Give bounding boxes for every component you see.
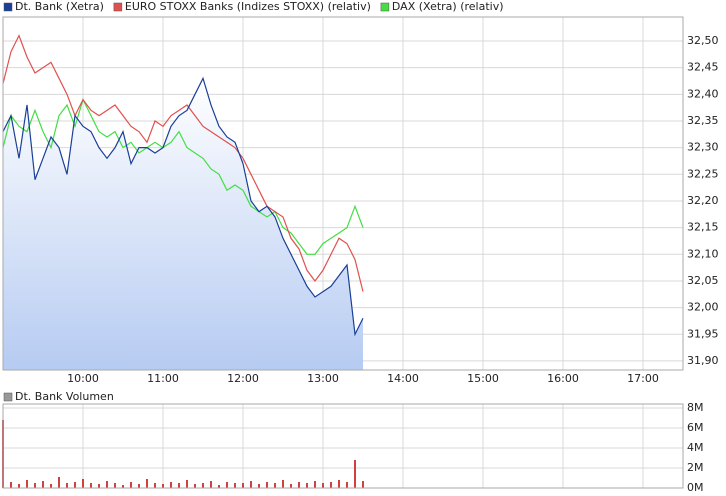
bar xyxy=(122,485,124,488)
x-tick-label: 16:00 xyxy=(547,372,579,385)
bar xyxy=(178,483,180,488)
legend-label: DAX (Xetra) (relativ) xyxy=(392,0,504,13)
y-tick-label: 32,00 xyxy=(687,301,719,314)
y-tick-label: 32,30 xyxy=(687,141,719,154)
bar xyxy=(314,481,316,488)
bar xyxy=(90,483,92,488)
line xyxy=(2,76,364,337)
bar xyxy=(290,484,292,488)
bar xyxy=(298,482,300,488)
bar xyxy=(42,481,44,488)
x-tick-label: 11:00 xyxy=(147,372,179,385)
y-tick-label: 0M xyxy=(687,481,704,494)
bar xyxy=(18,484,20,488)
bar xyxy=(322,483,324,488)
bar xyxy=(282,480,284,488)
bar xyxy=(338,480,340,488)
bar xyxy=(154,483,156,488)
bar xyxy=(98,484,100,488)
x-tick-label: 10:00 xyxy=(67,372,99,385)
bar xyxy=(26,480,28,488)
bar xyxy=(146,479,148,488)
bar xyxy=(10,482,12,488)
bar xyxy=(274,483,276,488)
bar xyxy=(34,483,36,488)
plot-frame xyxy=(2,16,684,371)
bar xyxy=(266,482,268,488)
y-tick-label: 32,35 xyxy=(687,114,719,127)
line xyxy=(2,98,364,255)
bar xyxy=(258,484,260,488)
bar xyxy=(82,479,84,488)
y-tick-label: 31,90 xyxy=(687,354,719,367)
bar xyxy=(106,481,108,488)
x-tick-label: 12:00 xyxy=(227,372,259,385)
bar xyxy=(234,483,236,488)
line xyxy=(2,34,364,292)
legend-label: Dt. Bank Volumen xyxy=(15,390,114,403)
bar xyxy=(210,481,212,488)
bar xyxy=(330,482,332,488)
y-tick-label: 32,15 xyxy=(687,221,719,234)
y-tick-label: 32,45 xyxy=(687,61,719,74)
x-tick-label: 14:00 xyxy=(387,372,419,385)
x-tick-label: 15:00 xyxy=(467,372,499,385)
legend-swatch xyxy=(380,2,390,12)
bar xyxy=(242,483,244,488)
bar xyxy=(354,460,356,488)
bar xyxy=(138,484,140,488)
y-tick-label: 4M xyxy=(687,441,704,454)
legend-label: Dt. Bank (Xetra) xyxy=(15,0,104,13)
bar xyxy=(50,484,52,488)
bar xyxy=(74,482,76,488)
x-tick-label: 13:00 xyxy=(307,372,339,385)
bar xyxy=(114,483,116,488)
bar xyxy=(202,483,204,488)
bar xyxy=(194,484,196,488)
y-tick-label: 32,40 xyxy=(687,87,719,100)
bar xyxy=(306,483,308,488)
legend-swatch xyxy=(113,2,123,12)
y-tick-label: 2M xyxy=(687,461,704,474)
y-tick-label: 32,25 xyxy=(687,167,719,180)
bar xyxy=(362,481,364,488)
legend-swatch xyxy=(3,2,13,12)
bar xyxy=(186,480,188,488)
y-tick-label: 32,20 xyxy=(687,194,719,207)
legend-label: EURO STOXX Banks (Indizes STOXX) (relati… xyxy=(125,0,371,13)
plot-frame xyxy=(2,403,684,489)
bar xyxy=(170,482,172,488)
bar xyxy=(226,482,228,488)
area xyxy=(3,78,363,371)
y-tick-label: 32,50 xyxy=(687,34,719,47)
legend-swatch xyxy=(3,392,13,402)
bar xyxy=(346,482,348,488)
y-tick-label: 8M xyxy=(687,401,704,414)
y-tick-label: 6M xyxy=(687,421,704,434)
bar xyxy=(218,485,220,488)
x-tick-label: 17:00 xyxy=(627,372,659,385)
bar xyxy=(162,484,164,488)
y-tick-label: 32,05 xyxy=(687,274,719,287)
bar xyxy=(130,482,132,488)
plot-area xyxy=(3,404,683,488)
bar xyxy=(58,477,60,488)
y-tick-label: 31,95 xyxy=(687,327,719,340)
y-tick-label: 32,10 xyxy=(687,247,719,260)
bar xyxy=(66,483,68,488)
bar xyxy=(250,481,252,488)
